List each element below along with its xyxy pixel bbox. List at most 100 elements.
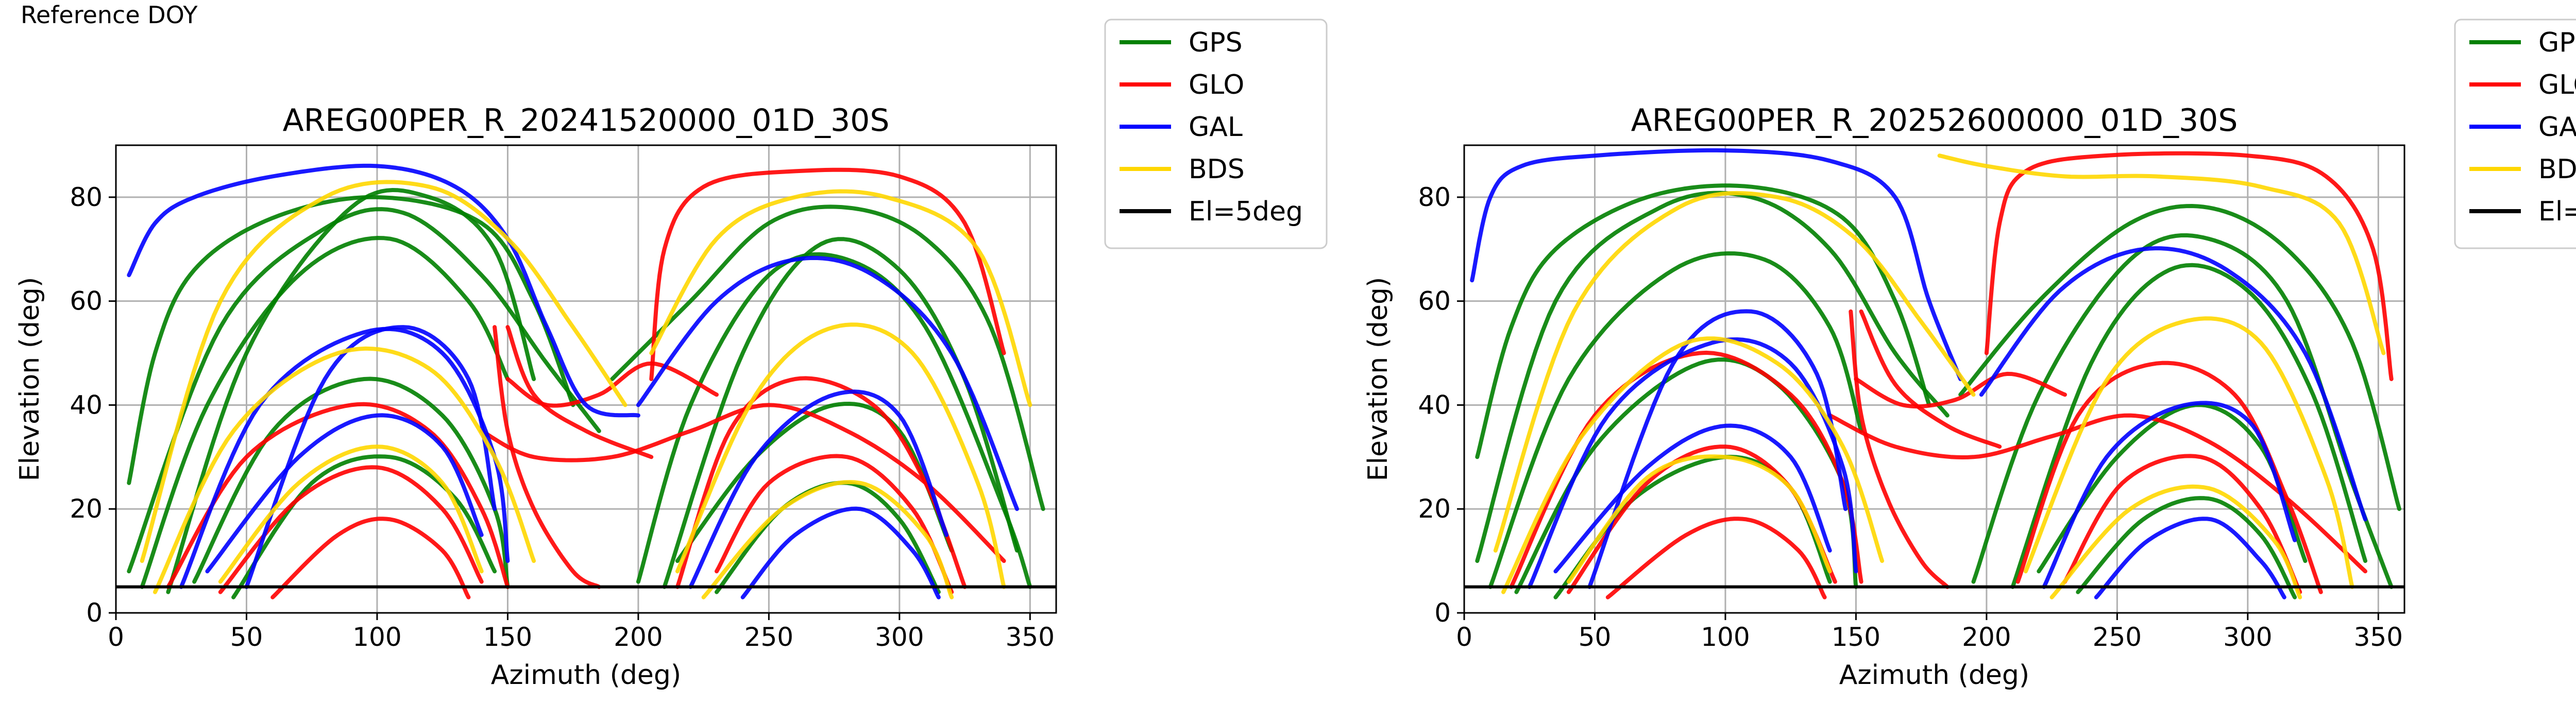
- series-track-gal: [740, 506, 941, 599]
- series-track-gal: [636, 255, 1019, 511]
- plot-area: [127, 163, 1045, 599]
- series-track-glo: [1605, 517, 1827, 599]
- y-tick-label: 60: [70, 286, 103, 316]
- series-track-glo: [479, 403, 1006, 563]
- x-tick-label: 100: [1701, 622, 1750, 652]
- x-tick-label: 200: [614, 622, 663, 652]
- series-track-glo: [1566, 444, 1837, 594]
- series-track-gal: [1553, 423, 1832, 574]
- x-tick-label: 50: [230, 622, 263, 652]
- series-track-gal: [2094, 517, 2286, 599]
- y-tick-label: 0: [86, 598, 103, 628]
- series-track-glo: [1984, 151, 2394, 381]
- x-tick-label: 0: [1456, 622, 1472, 652]
- series-track-bds: [218, 444, 484, 584]
- legend-label: GAL: [1189, 112, 1243, 143]
- series-track-glo: [2063, 454, 2302, 594]
- y-tick-label: 80: [1418, 182, 1451, 212]
- series-track-bds: [675, 322, 1006, 589]
- series-track-glo: [218, 465, 484, 594]
- x-tick-label: 150: [1832, 622, 1880, 652]
- legend-label: GAL: [2538, 112, 2576, 143]
- series-track-gps: [127, 195, 575, 485]
- series-track-gps: [610, 204, 1045, 511]
- series-track-bds: [649, 189, 1032, 407]
- y-tick-label: 60: [1418, 286, 1451, 316]
- legend: GPS GLO GAL BDS El=5deg: [2454, 19, 2576, 249]
- x-tick-label: 300: [2223, 622, 2272, 652]
- legend-label: BDS: [1189, 154, 1245, 185]
- legend-label: GPS: [1189, 27, 1243, 58]
- series-track-bds: [1937, 153, 2386, 355]
- series-track-glo: [493, 325, 601, 589]
- legend-label: El=5deg: [1189, 196, 1303, 227]
- series-track-gps: [166, 188, 536, 594]
- page-label: Reference DOY: [21, 1, 198, 29]
- y-tick-label: 40: [1418, 390, 1451, 420]
- x-tick-label: 300: [875, 622, 924, 652]
- x-tick-label: 200: [1962, 622, 2011, 652]
- series-track-gal: [205, 413, 484, 574]
- series-track-gal: [244, 325, 497, 589]
- series-track-gps: [2010, 263, 2367, 589]
- y-tick-label: 40: [70, 390, 103, 420]
- x-axis-label: Azimuth (deg): [491, 660, 681, 691]
- x-tick-label: 350: [1006, 622, 1055, 652]
- y-axis-label: Elevation (deg): [14, 277, 45, 482]
- series-track-bds: [1493, 191, 1976, 553]
- legend-label: GPS: [2538, 27, 2576, 58]
- chart-title: AREG00PER_R_20252600000_01D_30S: [1631, 102, 2238, 139]
- series-track-gps: [662, 237, 1019, 589]
- x-tick-label: 250: [2093, 622, 2142, 652]
- legend: GPS GLO GAL BDS El=5deg: [1104, 19, 1328, 249]
- series-track-glo: [649, 167, 1006, 381]
- series-track-gal: [2042, 401, 2297, 589]
- series-track-gal: [179, 327, 510, 589]
- chart-right: AREG00PER_R_20252600000_01D_30S 0 50 100 150…: [1363, 19, 2576, 691]
- x-tick-label: 100: [352, 622, 401, 652]
- series-track-bds: [140, 180, 628, 563]
- legend-label: GLO: [1189, 70, 1244, 100]
- axes-frame: [115, 144, 1057, 614]
- x-tick-label: 250: [744, 622, 793, 652]
- series-track-gps: [231, 454, 497, 599]
- series-track-bds: [2023, 316, 2354, 589]
- x-axis-label: Azimuth (deg): [1839, 660, 2029, 691]
- legend-box: [2454, 19, 2576, 249]
- series-track-glo: [270, 517, 471, 599]
- series-track-gps: [636, 252, 1032, 589]
- chart-title: AREG00PER_R_20241520000_01D_30S: [283, 102, 890, 139]
- chart-left: AREG00PER_R_20241520000_01D_30S 0 50 100 150…: [14, 19, 1328, 691]
- y-tick-label: 20: [1418, 494, 1451, 524]
- series-track-glo: [166, 402, 510, 589]
- series-track-gal: [688, 389, 949, 589]
- legend-label: El=5deg: [2538, 196, 2576, 227]
- series-track-gps: [1553, 455, 1832, 599]
- plot-area: [1470, 148, 2401, 599]
- series-track-glo: [2015, 361, 2323, 594]
- x-tick-label: 0: [108, 622, 124, 652]
- series-track-gps: [2076, 496, 2297, 599]
- series-track-bds: [153, 346, 536, 594]
- series-track-glo: [505, 361, 719, 408]
- series-track-gal: [1470, 148, 1963, 381]
- x-tick-label: 350: [2354, 622, 2403, 652]
- x-tick-label: 150: [483, 622, 532, 652]
- y-tick-label: 80: [70, 182, 103, 212]
- series-track-glo: [1859, 309, 2002, 449]
- series-track-bds: [701, 480, 954, 599]
- series-track-bds: [1501, 336, 1885, 594]
- series-track-gal: [1527, 337, 1858, 589]
- x-tick-label: 50: [1579, 622, 1612, 652]
- series-track-gps: [127, 207, 601, 574]
- series-track-gal: [1587, 309, 1848, 589]
- legend-box: [1104, 19, 1328, 249]
- series-track-gps: [1475, 191, 1950, 563]
- y-tick-label: 20: [70, 494, 103, 524]
- series-track-gal: [1979, 246, 2367, 522]
- series-track-gps: [140, 236, 510, 589]
- series-track-gps: [192, 376, 510, 589]
- y-axis-label: Elevation (deg): [1363, 277, 1394, 482]
- series-track-bds: [1566, 454, 1832, 584]
- series-track-gal: [127, 163, 640, 418]
